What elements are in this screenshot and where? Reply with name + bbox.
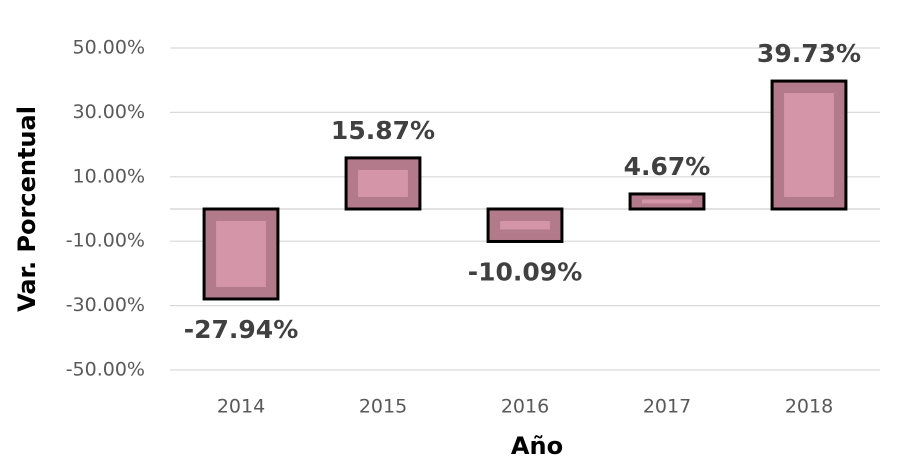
value-label: 4.67% (624, 152, 711, 181)
bar-highlight (500, 221, 550, 230)
y-tick-label: -30.00% (66, 294, 145, 316)
bar-highlight (216, 221, 266, 287)
y-axis-label: Var. Porcentual (13, 106, 41, 312)
x-tick-label: 2016 (501, 396, 549, 418)
y-tick-label: -10.00% (66, 230, 145, 252)
value-label: -10.09% (468, 257, 583, 286)
bar-highlight (784, 93, 834, 197)
value-label: 15.87% (331, 116, 435, 145)
value-label: -27.94% (184, 315, 299, 344)
x-tick-label: 2015 (359, 396, 407, 418)
bar-highlight (358, 169, 408, 197)
x-tick-label: 2018 (785, 396, 833, 418)
x-tick-label: 2014 (217, 396, 265, 418)
x-axis-label: Año (511, 432, 563, 460)
value-label: 39.73% (757, 39, 861, 68)
y-tick-label: 50.00% (73, 37, 145, 59)
y-tick-label: -50.00% (66, 359, 145, 381)
bar-highlight (642, 199, 692, 204)
y-tick-label: 30.00% (73, 101, 145, 123)
x-tick-label: 2017 (643, 396, 691, 418)
y-tick-label: 10.00% (73, 165, 145, 187)
